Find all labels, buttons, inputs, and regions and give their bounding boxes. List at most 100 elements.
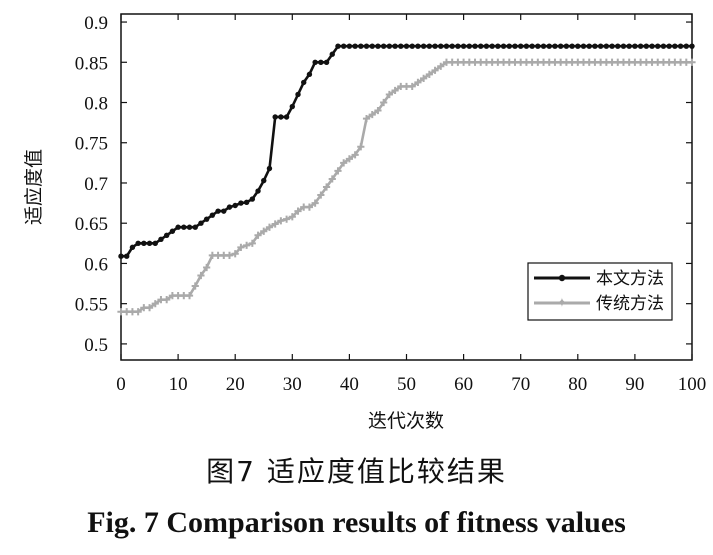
series-1-point-33	[305, 203, 314, 211]
series-1-point-27	[271, 220, 279, 228]
series-0-point-0	[118, 253, 124, 259]
series-0-point-26	[266, 165, 273, 172]
series-1-point-55	[431, 66, 439, 74]
series-1-point-35	[317, 191, 325, 199]
series-0-point-37	[329, 51, 335, 57]
series-0-point-2	[129, 244, 136, 251]
x-tick-label-10: 100	[678, 374, 707, 395]
x-axis-label: 迭代次数	[368, 410, 444, 432]
series-0-point-92	[643, 43, 650, 49]
series-0-point-56	[438, 43, 444, 49]
series-1-point-24	[254, 231, 262, 239]
legend: 本文方法 ✦ 传统方法	[527, 262, 673, 321]
series-1-point-25	[260, 227, 268, 235]
series-0-point-52	[415, 43, 421, 49]
series-0-point-70	[518, 43, 524, 49]
series-1-point-56	[437, 62, 445, 70]
series-0-point-18	[221, 208, 227, 214]
series-0-point-29	[283, 114, 290, 120]
series-1-point-38	[334, 167, 342, 175]
series-0-point-62	[472, 43, 478, 49]
series-0-point-40	[346, 43, 353, 49]
series-0-point-91	[637, 43, 644, 49]
series-0-point-95	[660, 43, 667, 49]
series-1-point-39	[340, 159, 348, 167]
y-tick-label-8: 0.9	[84, 13, 108, 34]
series-0-point-39	[340, 43, 347, 49]
series-1-point-31	[294, 207, 302, 215]
series-0-point-41	[352, 43, 358, 49]
series-0-point-57	[443, 43, 450, 49]
series-0-point-32	[301, 79, 307, 86]
series-0-point-90	[632, 43, 638, 49]
series-0-point-54	[426, 43, 433, 49]
legend-marker-1: ✦	[557, 296, 568, 311]
series-0-point-64	[483, 43, 490, 49]
legend-label-0: 本文方法	[596, 269, 664, 289]
axis-ticks: 0 10 20 30 40 50 60 70 80 90 100 0.5 0.55 0.6 0.65 0.7 0…	[75, 13, 707, 395]
series-0-point-97	[672, 43, 678, 49]
series-0-point-47	[386, 43, 393, 49]
series-0-point-17	[215, 208, 221, 214]
y-tick-label-4: 0.7	[84, 174, 108, 195]
series-1-point-34	[311, 199, 319, 207]
series-1-point-48	[391, 86, 399, 95]
series-0-point-72	[529, 43, 535, 49]
x-tick-label-8: 80	[568, 374, 587, 395]
series-0-point-89	[626, 43, 632, 49]
series-0-point-63	[478, 43, 484, 49]
series-0-point-7	[158, 236, 164, 243]
series-1-point-51	[408, 82, 416, 91]
y-tick-label-6: 0.8	[84, 94, 108, 115]
figure-caption-chinese: 图7 适应度值比较结果	[206, 455, 507, 488]
series-0-point-73	[535, 43, 541, 49]
figure-caption-english: Fig. 7 Comparison results of fitness val…	[87, 506, 626, 539]
series-0-point-84	[597, 43, 604, 49]
series-0-point-94	[655, 43, 661, 49]
series-0-point-20	[232, 202, 238, 209]
series-0-point-69	[512, 43, 518, 49]
series-0-point-65	[489, 43, 495, 49]
series-0-point-99	[683, 43, 689, 49]
series-0-point-11	[181, 224, 187, 230]
series-0-point-55	[432, 43, 438, 49]
series-0-point-10	[175, 224, 181, 230]
series-0-point-31	[295, 91, 301, 98]
series-0-point-87	[615, 43, 621, 49]
series-0-point-19	[226, 204, 233, 210]
series-1-point-40	[345, 155, 353, 163]
series-0-point-96	[666, 43, 672, 49]
series-0-point-1	[124, 253, 130, 259]
series-0-point-78	[563, 43, 570, 49]
series-0-point-14	[198, 220, 204, 226]
series-1-point-45	[374, 106, 382, 115]
series-1-point-20	[231, 250, 239, 258]
series-0-point-33	[306, 71, 313, 78]
series-1-point-22	[243, 241, 251, 249]
series-1-point-47	[385, 90, 393, 99]
series-1-point-29	[282, 215, 291, 223]
series-0-point-80	[575, 43, 581, 49]
x-tick-label-0: 0	[116, 374, 126, 395]
series-0-point-8	[163, 232, 170, 238]
series-0-point-98	[677, 43, 684, 49]
series-0-point-58	[449, 43, 455, 49]
series-0-point-48	[392, 43, 398, 49]
y-axis-label: 适应度值	[23, 149, 45, 225]
series-0-point-22	[243, 199, 250, 205]
legend-marker-0	[558, 274, 566, 282]
series-0-point-23	[249, 196, 256, 202]
series-1-point-15	[203, 263, 211, 272]
y-tick-label-3: 0.65	[75, 214, 108, 235]
series-0-point-76	[552, 43, 558, 49]
y-tick-label-7: 0.85	[75, 53, 108, 74]
series-1-point-100	[688, 58, 696, 66]
series-1-point-44	[368, 110, 376, 119]
x-tick-label-1: 10	[169, 374, 188, 395]
series-line-0	[121, 44, 692, 258]
series-0-point-24	[255, 188, 261, 194]
series-1-point-43	[362, 115, 371, 123]
series-0-point-61	[466, 43, 473, 49]
series-0-point-50	[403, 43, 410, 49]
x-tick-label-5: 50	[397, 374, 416, 395]
